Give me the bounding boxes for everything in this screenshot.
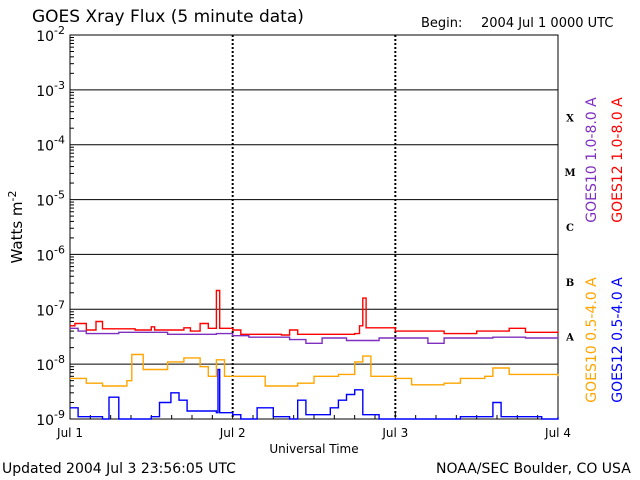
x-tick-label: Jul 1 bbox=[56, 426, 83, 440]
x-tick-label: Jul 4 bbox=[544, 426, 571, 440]
x-axis-label: Universal Time bbox=[269, 442, 358, 456]
x-tick-label: Jul 3 bbox=[381, 426, 408, 440]
legend-entry: GOES10 1.0-8.0 A bbox=[584, 97, 600, 223]
y-axis-label: Watts m-2 bbox=[6, 191, 26, 264]
legend-entry: GOES10 0.5-4.0 A bbox=[584, 277, 600, 403]
flare-class-label: C bbox=[566, 223, 574, 234]
y-tick-label: 10-3 bbox=[36, 79, 65, 100]
series-line-2 bbox=[70, 353, 559, 387]
series-line-3 bbox=[70, 368, 559, 420]
y-tick-label: 10-8 bbox=[36, 353, 65, 374]
y-tick-label: 10-4 bbox=[36, 134, 65, 155]
series-line-0 bbox=[70, 289, 559, 336]
chart-title: GOES Xray Flux (5 minute data) bbox=[32, 7, 304, 27]
y-tick-label: 10-6 bbox=[36, 243, 65, 264]
y-tick-label: 10-7 bbox=[36, 298, 65, 319]
data-source-credit: NOAA/SEC Boulder, CO USA bbox=[436, 461, 631, 477]
updated-timestamp: Updated 2004 Jul 3 23:56:05 UTC bbox=[2, 461, 236, 477]
begin-label: Begin: bbox=[421, 16, 463, 31]
y-tick-label: 10-9 bbox=[36, 408, 65, 429]
flare-class-label: B bbox=[566, 278, 574, 289]
series-line-1 bbox=[70, 327, 559, 344]
flare-class-label: A bbox=[565, 333, 574, 344]
y-tick-label: 10-2 bbox=[36, 24, 65, 45]
x-tick-label: Jul 2 bbox=[219, 426, 246, 440]
legend-entry: GOES12 1.0-8.0 A bbox=[610, 97, 626, 223]
legend-entry: GOES12 0.5-4.0 A bbox=[610, 277, 626, 403]
y-tick-label: 10-5 bbox=[36, 189, 65, 210]
flare-class-label: X bbox=[566, 113, 574, 124]
begin-value: 2004 Jul 1 0000 UTC bbox=[481, 16, 614, 31]
flare-class-label: M bbox=[564, 168, 575, 179]
